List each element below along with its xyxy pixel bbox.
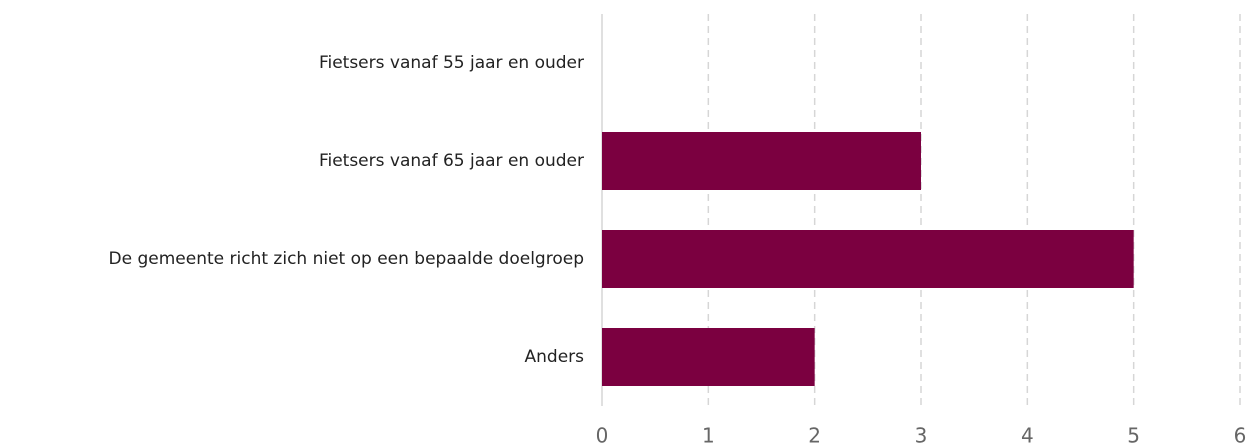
x-tick-label: 6 (1234, 424, 1247, 447)
x-tick-label: 0 (596, 424, 609, 447)
x-tick-label: 2 (808, 424, 821, 447)
bar (602, 328, 815, 386)
y-tick-label: Fietsers vanaf 55 jaar en ouder (319, 53, 584, 73)
bar (602, 230, 1134, 288)
x-tick-label: 5 (1127, 424, 1140, 447)
y-tick-label: Fietsers vanaf 65 jaar en ouder (319, 151, 584, 171)
x-tick-label: 1 (702, 424, 715, 447)
x-tick-label: 3 (915, 424, 928, 447)
x-tick-label: 4 (1021, 424, 1034, 447)
y-tick-label: De gemeente richt zich niet op een bepaa… (109, 249, 584, 269)
y-tick-label: Anders (525, 347, 585, 367)
bar (602, 132, 921, 190)
